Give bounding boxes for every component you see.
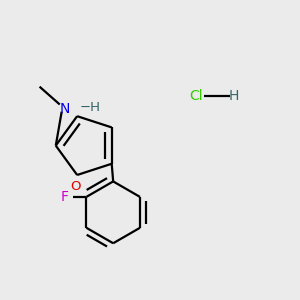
Text: Cl: Cl: [189, 88, 202, 103]
Text: H: H: [229, 88, 239, 103]
Text: −H: −H: [80, 101, 101, 114]
Text: F: F: [61, 190, 69, 204]
Text: N: N: [59, 102, 70, 116]
Text: O: O: [70, 180, 81, 193]
